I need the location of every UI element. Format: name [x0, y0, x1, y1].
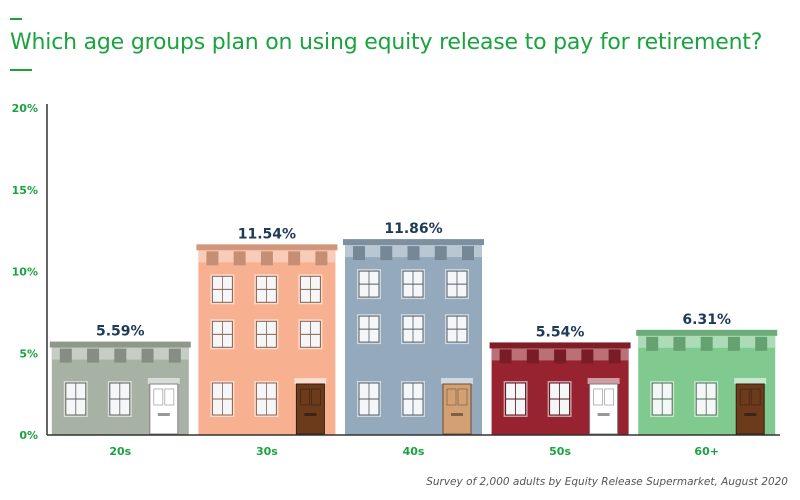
door [735, 383, 765, 435]
y-tick-label: 15% [12, 184, 38, 197]
bracket [353, 246, 365, 261]
door-lintel [734, 378, 767, 384]
bracket [434, 246, 447, 261]
door-panel [604, 388, 614, 406]
x-tick-label: 60+ [694, 445, 719, 458]
door-letterbox [157, 413, 170, 416]
bar-60+ [636, 329, 778, 435]
bracket [59, 348, 72, 363]
value-label: 6.31% [682, 312, 731, 328]
door-panel [164, 388, 175, 406]
door-panel [457, 388, 468, 406]
door-lintel [441, 378, 473, 384]
bracket [288, 251, 301, 266]
y-tick-label: 5% [19, 347, 38, 360]
door [149, 383, 179, 435]
door [295, 383, 325, 435]
bar-50s [489, 342, 631, 435]
bracket [700, 336, 713, 351]
door-panel [310, 388, 321, 406]
bar-40s [343, 239, 484, 435]
x-tick-label: 50s [549, 445, 571, 458]
value-label: 5.54% [536, 324, 585, 340]
door-lintel [587, 378, 620, 384]
bracket [499, 349, 512, 364]
bracket [554, 349, 567, 364]
bracket [380, 246, 393, 261]
bar-cornice [343, 239, 484, 246]
bracket [646, 336, 659, 351]
bracket [206, 251, 219, 266]
door-letterbox [304, 413, 317, 416]
y-tick-label: 0% [19, 429, 38, 442]
value-label: 11.86% [384, 221, 442, 237]
bracket [608, 349, 621, 364]
door-panel [446, 388, 457, 406]
door-panel [739, 388, 750, 406]
bar-20s [49, 341, 191, 435]
door-letterbox [597, 413, 610, 416]
door-lintel [294, 378, 327, 384]
bracket [260, 251, 273, 266]
bracket [727, 336, 740, 351]
bracket [168, 348, 181, 363]
value-label: 11.54% [238, 226, 296, 242]
title-underline [10, 69, 32, 71]
title-top-rule [10, 18, 22, 20]
bar-cornice [196, 244, 338, 251]
bar-cornice [49, 341, 191, 348]
bracket [315, 251, 328, 266]
door [589, 383, 619, 435]
door [442, 383, 472, 435]
bracket [87, 348, 100, 363]
x-tick-label: 20s [109, 445, 131, 458]
source-footnote: Survey of 2,000 adults by Equity Release… [426, 476, 788, 488]
bracket [581, 349, 594, 364]
door-panel [299, 388, 310, 406]
bracket [673, 336, 686, 351]
bracket [114, 348, 127, 363]
value-label: 5.59% [96, 324, 145, 340]
chart-title: Which age groups plan on using equity re… [10, 30, 763, 55]
bracket [462, 246, 474, 261]
y-tick-label: 20% [12, 102, 38, 115]
x-tick-label: 30s [256, 445, 278, 458]
bracket [755, 336, 768, 351]
door-letterbox [744, 413, 757, 416]
bracket [233, 251, 246, 266]
door-panel [153, 388, 164, 406]
bracket [526, 349, 539, 364]
bar-30s [196, 244, 338, 435]
bar-cornice [489, 342, 631, 349]
bar-cornice [636, 329, 778, 336]
door-letterbox [451, 413, 463, 416]
door-panel [593, 388, 603, 406]
door-lintel [147, 378, 180, 384]
y-tick-label: 10% [12, 266, 38, 279]
door-panel [750, 388, 761, 406]
bracket [407, 246, 420, 261]
bracket [141, 348, 154, 363]
x-tick-label: 40s [403, 445, 425, 458]
